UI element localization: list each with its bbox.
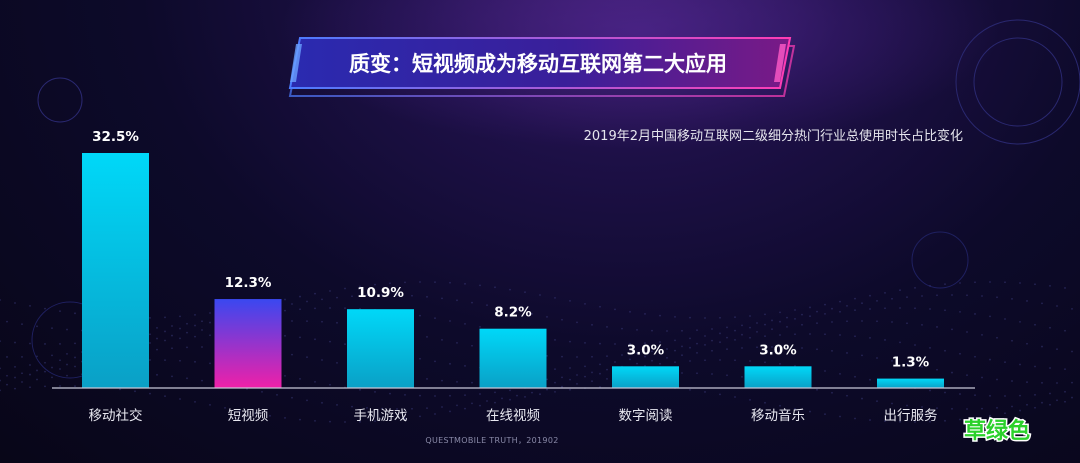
bar-手机游戏 [347,309,414,388]
value-label-数字阅读: 3.0% [627,342,665,358]
category-label-移动音乐: 移动音乐 [751,407,805,424]
bar-数字阅读 [612,366,679,388]
watermark: 草绿色 [964,418,1030,444]
value-label-移动社交: 32.5% [92,129,139,145]
category-labels: 移动社交 短视频 手机游戏 在线视频 数字阅读 移动音乐 出行服务 [89,407,938,424]
chart-subtitle: 2019年2月中国移动互联网二级细分热门行业总使用时长占比变化 [584,128,963,144]
value-label-出行服务: 1.3% [892,355,930,371]
bar-移动社交 [82,153,149,388]
source-note: QUESTMOBILE TRUTH，201902 [425,436,558,445]
title-banner: 质变：短视频成为移动互联网第二大应用 [288,37,796,97]
bar-出行服务 [877,378,944,388]
value-label-手机游戏: 10.9% [357,285,404,301]
value-label-短视频: 12.3% [225,275,272,291]
page-title: 质变：短视频成为移动互联网第二大应用 [349,52,727,76]
category-label-手机游戏: 手机游戏 [354,408,408,424]
category-label-出行服务: 出行服务 [884,408,938,424]
category-label-数字阅读: 数字阅读 [619,408,673,424]
bar-series [82,153,944,388]
value-labels: 32.5% 12.3% 10.9% 8.2% 3.0% 3.0% 1.3% [92,129,930,371]
bar-短视频 [214,299,282,388]
value-label-移动音乐: 3.0% [759,342,797,358]
bar-移动音乐 [744,366,812,388]
bar-在线视频 [479,328,547,388]
category-label-在线视频: 在线视频 [486,408,540,424]
value-label-在线视频: 8.2% [494,305,532,321]
category-label-短视频: 短视频 [228,408,269,424]
category-label-移动社交: 移动社交 [89,407,143,424]
